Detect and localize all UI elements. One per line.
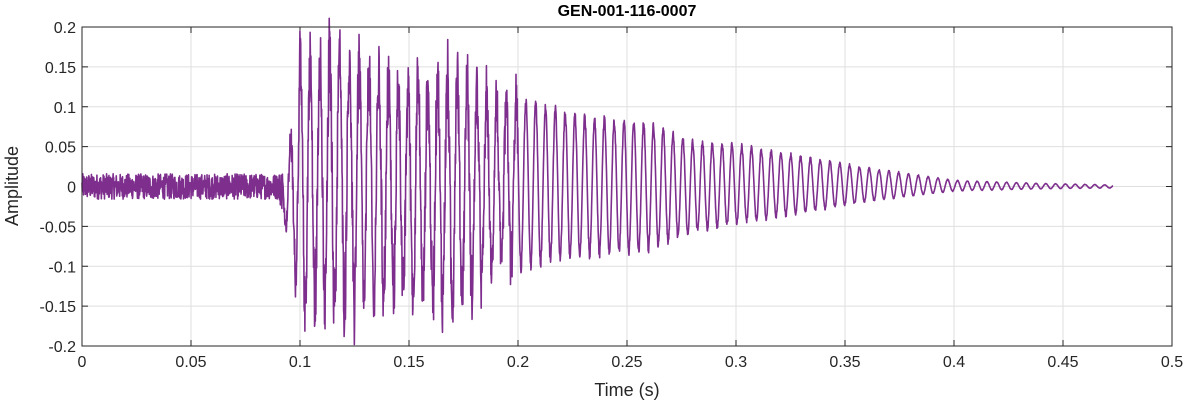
x-tick-label: 0.35 xyxy=(829,354,860,371)
x-tick-label: 0.1 xyxy=(289,354,311,371)
x-tick-label: 0.3 xyxy=(725,354,747,371)
x-tick-label: 0.25 xyxy=(611,354,642,371)
x-tick-label: 0.4 xyxy=(943,354,965,371)
series-line-0 xyxy=(81,17,1114,346)
y-axis: -0.2 -0.15 -0.1 -0.05 0 0.05 0.1 0.15 0.2 xyxy=(40,20,1172,356)
x-tick-label: 0.15 xyxy=(393,354,424,371)
x-tick-label: 0 xyxy=(78,354,87,371)
y-tick-label: -0.15 xyxy=(40,299,77,316)
y-axis-label: Amplitude xyxy=(2,146,22,226)
x-tick-label: 0.05 xyxy=(175,354,206,371)
x-tick-label: 0.5 xyxy=(1161,354,1183,371)
x-tick-label: 0.45 xyxy=(1047,354,1078,371)
y-tick-label: -0.2 xyxy=(48,339,76,356)
x-tick-label: 0.2 xyxy=(507,354,529,371)
y-tick-label: -0.1 xyxy=(48,259,76,276)
y-tick-label: 0 xyxy=(67,180,76,197)
axes-frame xyxy=(81,26,1173,347)
chart-title: GEN-001-116-0007 xyxy=(558,3,697,20)
y-tick-label: 0.1 xyxy=(54,100,76,117)
y-tick-label: 0.05 xyxy=(45,140,76,157)
x-axis-label: Time (s) xyxy=(594,380,659,400)
plot-area xyxy=(81,17,1114,346)
y-tick-label: -0.05 xyxy=(40,219,77,236)
x-axis: 0 0.05 0.1 0.15 0.2 0.25 0.3 0.35 0.4 0.45 0.5 xyxy=(78,27,1183,371)
y-tick-label: 0.2 xyxy=(54,20,76,37)
y-tick-label: 0.15 xyxy=(45,60,76,77)
